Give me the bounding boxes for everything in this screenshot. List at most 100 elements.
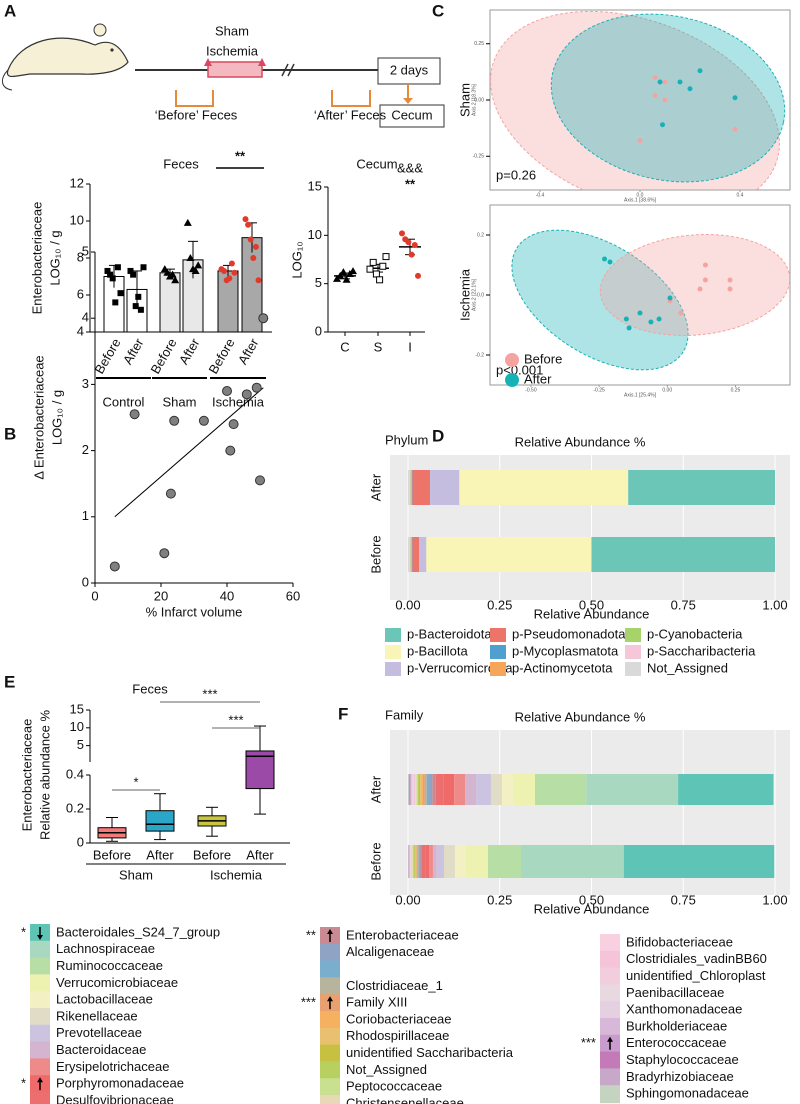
bar-segment [410,774,412,805]
y-tick-label: After [368,473,383,501]
legend-label: p-Bacteroidota [407,626,492,641]
significance: ** [235,148,246,163]
legend-swatch [600,1051,620,1070]
x-tick-label: 40 [220,588,234,603]
bar-segment [488,845,522,878]
bar-segment [414,774,416,805]
box [145,810,175,832]
legend-label: p-Cyanobacteria [647,626,743,641]
box [245,750,275,790]
legend-swatch [490,662,506,676]
bar-segment [628,470,775,505]
group-label: Sham [163,394,197,409]
chart-title: Feces [163,156,199,171]
panel-label: A [4,1,16,20]
bar-segment [419,845,421,878]
chart-title: Relative Abundance % [515,434,646,449]
mouse-eye [110,48,114,52]
point [198,415,209,426]
x-tick-label: I [408,339,412,354]
x-tick-label: -0.4 [536,192,545,198]
legend-label: unidentified Saccharibacteria [346,1045,514,1060]
y-tick-label: 3 [82,376,89,391]
legend-swatch [600,984,620,1003]
bar-segment [421,845,426,878]
point [662,97,668,103]
point [104,267,111,274]
bar-segment [678,774,774,805]
legend-label: p-Verrucomicrobia [407,660,513,675]
point [169,415,180,426]
point [678,310,684,316]
bar-segment [412,537,420,572]
legend-label: Bacteroidaceae [56,1042,146,1057]
point [648,319,654,325]
point [623,316,629,322]
legend-label: Porphyromonadaceae [56,1076,184,1091]
point [171,276,180,284]
legend-label: Bacteroidales_S24_7_group [56,924,220,939]
group-label: Ischemia [212,394,265,409]
legend-swatch [30,1092,50,1104]
group-label: Sham [119,867,153,882]
point [732,126,738,132]
point [255,277,262,284]
bar-segment [623,845,775,878]
break [287,63,295,77]
point [697,68,703,74]
y-tick-label: 15 [70,701,84,716]
x-tick-label: 0.00 [395,597,420,612]
legend-swatch [625,645,641,659]
bar-segment [419,537,427,572]
legend-label: Lachnospiraceae [56,941,155,956]
bar-segment [408,774,410,805]
x-tick-label: 0.50 [579,597,604,612]
arrow-head [37,1077,43,1083]
x-tick-label: 0 [91,588,98,603]
bar-segment [419,774,421,805]
point [242,216,249,223]
bar-segment [416,845,417,878]
point [342,275,351,283]
bar-segment [432,845,437,878]
bar-segment [416,774,418,805]
bar-segment [476,774,491,805]
legend-label: Burkholderiaceae [626,1018,727,1033]
group-label: Control [103,394,145,409]
legend-swatch [625,628,641,642]
arrow-head [607,1036,613,1042]
point [339,268,348,276]
x-tick-label: 1.00 [762,892,787,907]
legend-label: Enterococcaceae [626,1035,726,1050]
point [186,254,195,261]
x-tick-label: 0.0 [637,192,644,198]
panel-label: C [432,1,444,20]
point [660,122,665,128]
arrow-head [37,935,43,940]
confidence-ellipse [599,234,790,336]
y-tick-label: 5 [82,243,89,258]
bar-segment [411,774,413,805]
point [667,295,673,301]
x-tick-label: -0.25 [593,387,605,393]
bar-segment [413,845,415,878]
legend-swatch [320,1044,340,1063]
bar-segment [415,845,417,878]
y-tick-label: -0.2 [475,352,484,358]
y-tick-label: 8 [77,249,84,264]
legend-swatch [490,645,506,659]
bar-segment [417,774,420,805]
plot-border [489,9,791,191]
y-tick-label: 0.2 [477,232,484,238]
confidence-ellipse [550,13,786,183]
x-tick-label: 0.75 [671,597,696,612]
y-axis-label: Δ Enterobacteriaceae [31,355,46,479]
legend-label: Rhodospirillaceae [346,1028,449,1043]
plot-border [489,204,791,386]
panel-label: F [338,704,348,723]
chart-title: Relative Abundance % [515,709,646,724]
point [607,259,613,265]
legend-swatch [505,373,519,387]
bar-segment [443,845,455,878]
legend-swatch [385,645,401,659]
